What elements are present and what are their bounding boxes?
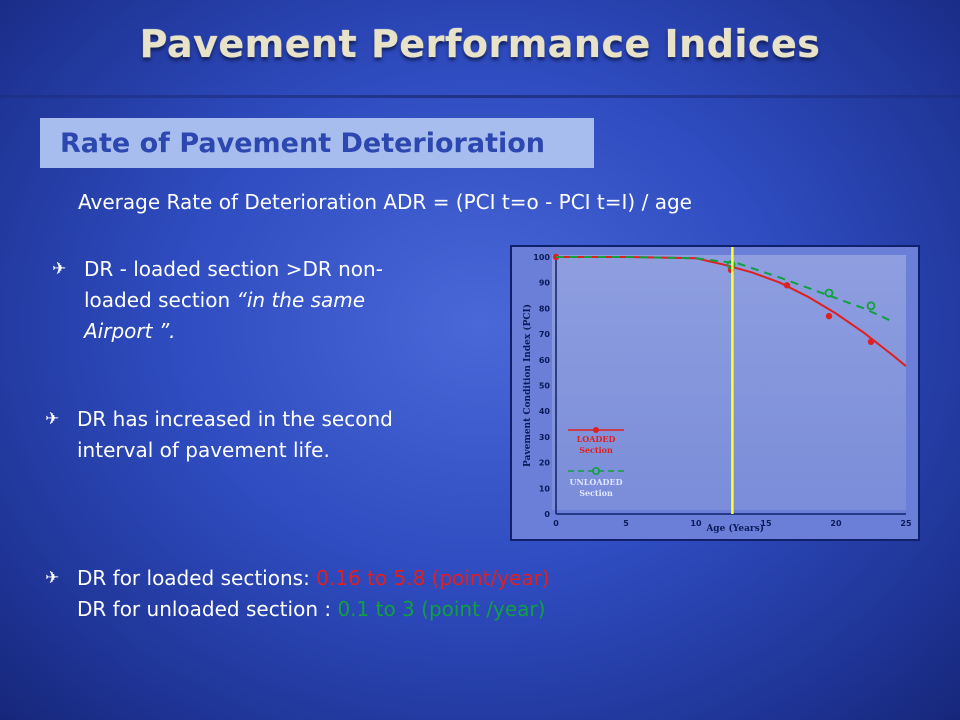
legend-loaded-label-line2: Section <box>579 445 613 455</box>
y-tick-label: 100 <box>533 253 550 262</box>
x-tick-label: 20 <box>830 519 842 528</box>
airplane-icon: ✈ <box>45 409 60 429</box>
y-tick-label: 40 <box>539 407 551 416</box>
title-divider <box>0 95 960 98</box>
bullet-1-line-2: loaded section <box>84 288 237 312</box>
bullet-3-loaded-label: DR for loaded sections: <box>77 566 317 590</box>
bullet-2-line-1: DR has increased in the second <box>77 407 393 431</box>
legend-unloaded-label-line2: Section <box>579 488 613 498</box>
bullet-dr-increased: ✈ DR has increased in the second interva… <box>45 404 485 466</box>
airplane-icon: ✈ <box>52 259 67 279</box>
loaded-data-point <box>867 338 875 346</box>
slide-title: Pavement Performance Indices <box>139 22 821 66</box>
legend-unloaded-label-line1: UNLOADED <box>569 477 622 487</box>
bullet-dr-ranges: ✈ DR for loaded sections: 0.16 to 5.8 (p… <box>45 563 685 625</box>
subtitle-banner: Rate of Pavement Deterioration <box>40 118 594 168</box>
y-tick-label: 70 <box>539 330 551 339</box>
legend-unloaded-marker <box>592 467 601 476</box>
legend-loaded-marker <box>593 427 599 433</box>
unloaded-data-point <box>866 301 876 311</box>
bullet-3-loaded-value: 0.16 to 5.8 (point/year) <box>316 566 550 590</box>
y-tick-label: 50 <box>539 382 551 391</box>
x-axis-label: Age (Years) <box>705 523 764 534</box>
bullet-3-unloaded-value: 0.1 to 3 (point /year) <box>337 597 546 621</box>
x-tick-label: 10 <box>690 519 702 528</box>
adr-formula: Average Rate of Deterioration ADR = (PCI… <box>78 190 692 214</box>
pci-chart-svg: 0 10 20 30 40 50 60 70 80 90 100 0 5 10 15 20 25 Age (Yea… <box>522 247 912 534</box>
y-tick-label: 0 <box>544 510 550 519</box>
y-tick-label: 80 <box>539 304 551 313</box>
subtitle-text: Rate of Pavement Deterioration <box>60 127 546 159</box>
x-tick-label: 25 <box>900 519 912 528</box>
unloaded-series-line <box>556 256 893 323</box>
bullet-3-unloaded-label: DR for unloaded section : <box>77 597 338 621</box>
bullet-loaded-vs-nonloaded: ✈ DR - loaded section >DR non- loaded se… <box>52 254 482 347</box>
y-axis-label: Pavement Condition Index (PCI) <box>522 304 533 467</box>
y-tick-label: 30 <box>539 433 551 442</box>
y-tick-label: 20 <box>539 459 551 468</box>
plot-area <box>552 255 906 510</box>
y-tick-label: 90 <box>539 279 551 288</box>
bullet-1-line-3: Airport ”. <box>84 319 176 343</box>
airplane-icon: ✈ <box>45 568 60 588</box>
pci-chart: 0 10 20 30 40 50 60 70 80 90 100 0 5 10 15 20 25 Age (Yea… <box>510 245 920 541</box>
x-tick-label: 0 <box>553 519 559 528</box>
unloaded-data-point <box>824 288 834 298</box>
bullet-1-italic-quote: “in the same <box>236 288 366 312</box>
loaded-data-point <box>825 312 833 320</box>
y-tick-label: 60 <box>539 356 551 365</box>
x-tick-label: 15 <box>760 519 772 528</box>
loaded-data-point <box>783 282 791 289</box>
legend-loaded-label-line1: LOADED <box>577 434 616 444</box>
bullet-2-line-2: interval of pavement life. <box>77 438 330 462</box>
unloaded-data-point <box>726 260 736 270</box>
y-tick-label: 10 <box>539 484 551 493</box>
x-tick-label: 5 <box>623 519 629 528</box>
bullet-1-line-1: DR - loaded section >DR non- <box>84 257 383 281</box>
